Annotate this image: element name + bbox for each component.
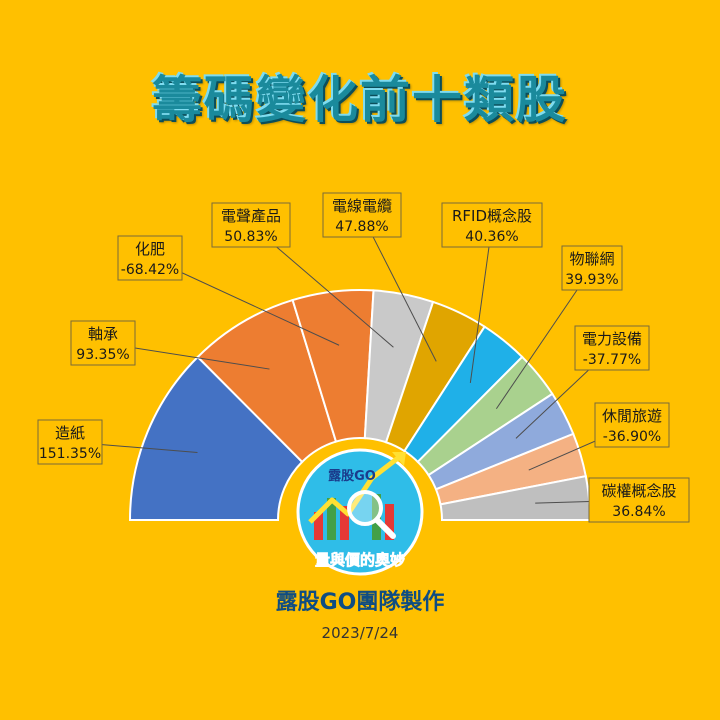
logo-bar-1 [314,512,323,540]
data-label-10: 碳權概念股 36.84% [588,477,690,523]
leader-line-6 [469,224,493,383]
label-box [37,419,103,465]
labels-group: 造紙 151.35% 軸承 93.35% 化肥 -68.42% 電聲產品 50.83% 電線電纜… [37,192,690,523]
category-label: 電聲產品 [221,207,281,225]
data-label-6: RFID概念股 40.36% [441,202,543,248]
logo-bar-3 [340,506,349,540]
logo: 露股GO 量與價的奧妙 [296,448,424,576]
category-label: 碳權概念股 [601,482,676,500]
data-label-2: 軸承 93.35% [70,320,136,366]
category-label: RFID概念股 [452,207,532,225]
label-box [117,235,183,281]
slice-10 [439,474,592,521]
data-label-5: 電線電纜 47.88% [322,192,402,238]
value-label: 36.84% [612,504,665,520]
chart-title: 籌碼變化前十類股 [152,71,568,129]
logo-circle [296,448,424,576]
logo-bar-5 [385,504,394,540]
slices-group [128,289,592,521]
value-label: -37.77% [583,352,641,368]
data-label-3: 化肥 -68.42% [117,235,183,281]
category-label: 軸承 [88,325,118,343]
value-label: -36.90% [603,429,661,445]
logo-bar-2 [327,498,336,540]
data-label-4: 電聲產品 50.83% [211,202,291,248]
value-label: 50.83% [224,229,277,245]
label-box [211,202,291,248]
value-label: 93.35% [76,347,129,363]
category-label: 物聯網 [569,250,614,268]
value-label: 39.93% [565,272,618,288]
category-label: 化肥 [135,240,165,258]
value-label: 151.35% [39,446,101,462]
slice-1 [128,355,304,521]
magnifier-handle [374,517,396,539]
data-label-9: 休閒旅遊 -36.90% [594,402,670,448]
label-box [322,192,402,238]
category-label: 電力設備 [582,330,642,348]
category-label: 電線電纜 [332,197,392,215]
category-label: 休閒旅遊 [602,407,662,425]
team-credit: 露股GO團隊製作 [275,590,445,615]
logo-trend-line [308,456,400,524]
label-box [561,245,623,291]
value-label: 47.88% [335,219,388,235]
category-label: 造紙 [55,424,85,442]
data-label-1: 造紙 151.35% [37,419,103,465]
label-box [441,202,543,248]
logo-badge-text: 露股GO [328,469,376,484]
leader-line-7 [495,267,593,410]
label-box [588,477,690,523]
leader-line-5 [361,214,437,362]
chart-date: 2023/7/24 [321,624,399,642]
logo-arrow-icon [392,452,406,466]
label-box [574,325,650,371]
label-box [70,320,136,366]
data-label-8: 電力設備 -37.77% [574,325,650,371]
label-box [594,402,670,448]
value-label: 40.36% [465,229,518,245]
magnifier-icon [347,490,383,526]
logo-slogan: 量與價的奧妙 [315,551,405,569]
value-label: -68.42% [121,262,179,278]
data-label-7: 物聯網 39.93% [561,245,623,291]
